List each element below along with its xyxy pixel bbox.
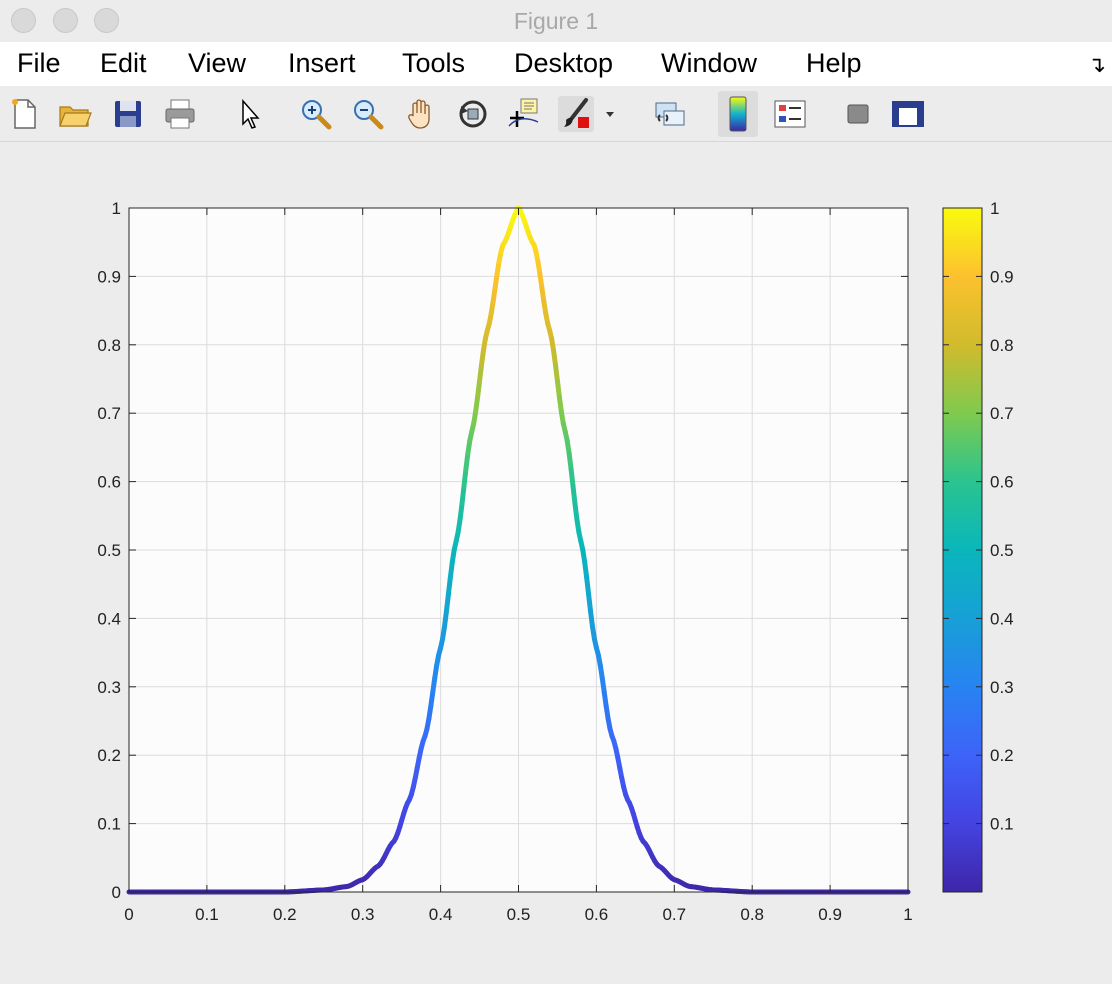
colorbar-tick-label: 0.5 — [990, 541, 1014, 560]
y-tick-label: 0.1 — [97, 815, 121, 834]
insert-legend-icon[interactable] — [772, 96, 808, 132]
figure-toolbar — [0, 86, 1112, 142]
x-tick-label: 0.1 — [195, 905, 219, 924]
menu-view[interactable]: View — [188, 48, 246, 79]
x-tick-label: 0.4 — [429, 905, 453, 924]
curve-segment — [446, 594, 448, 611]
show-plot-tools-icon[interactable] — [890, 96, 926, 132]
x-tick-label: 0.5 — [507, 905, 531, 924]
colorbar-tick-label: 0.3 — [990, 678, 1014, 697]
colorbar-tick-label: 0.6 — [990, 473, 1014, 492]
brush-icon[interactable] — [558, 96, 594, 132]
colorbar-tick-label: 0.1 — [990, 815, 1014, 834]
x-tick-label: 0 — [124, 905, 133, 924]
zoom-in-icon[interactable] — [298, 96, 334, 132]
curve-segment — [573, 486, 575, 503]
rotate-3d-icon[interactable] — [455, 96, 491, 132]
y-tick-label: 0 — [112, 883, 121, 902]
y-tick-label: 0.7 — [97, 404, 121, 423]
x-tick-label: 0.7 — [662, 905, 686, 924]
curve-segment — [587, 578, 589, 595]
insert-colorbar-icon[interactable] — [718, 91, 758, 137]
edit-plot-arrow-icon[interactable] — [232, 96, 268, 132]
menu-bar: File Edit View Insert Tools Desktop Wind… — [0, 42, 1112, 86]
y-tick-label: 0.3 — [97, 678, 121, 697]
y-tick-label: 0.5 — [97, 541, 121, 560]
pan-hand-icon[interactable] — [403, 96, 439, 132]
window-titlebar: Figure 1 — [0, 0, 1112, 42]
brush-dropdown-icon[interactable] — [600, 96, 620, 132]
new-figure-icon[interactable] — [6, 96, 42, 132]
x-tick-label: 0.2 — [273, 905, 297, 924]
y-tick-label: 0.8 — [97, 336, 121, 355]
y-tick-label: 1 — [112, 199, 121, 218]
curve-segment — [571, 469, 573, 486]
curve-segment — [462, 486, 464, 503]
menu-overflow-icon[interactable]: ↴ — [1088, 52, 1106, 78]
window-title: Figure 1 — [0, 8, 1112, 35]
curve-segment — [448, 578, 450, 595]
colorbar-tick-label: 0.7 — [990, 404, 1014, 423]
colorbar-tick-label: 0.8 — [990, 336, 1014, 355]
colorbar-tick-label: 0.4 — [990, 609, 1014, 628]
menu-file[interactable]: File — [17, 48, 61, 79]
menu-window[interactable]: Window — [661, 48, 757, 79]
menu-help[interactable]: Help — [806, 48, 862, 79]
x-tick-label: 0.8 — [740, 905, 764, 924]
menu-tools[interactable]: Tools — [402, 48, 465, 79]
y-tick-label: 0.4 — [97, 609, 121, 628]
link-plot-icon[interactable] — [652, 96, 688, 132]
colorbar-tick-label: 1 — [990, 199, 999, 218]
save-figure-icon[interactable] — [110, 96, 146, 132]
colorbar-tick-label: 0.2 — [990, 746, 1014, 765]
open-file-icon[interactable] — [57, 96, 93, 132]
menu-edit[interactable]: Edit — [100, 48, 147, 79]
x-tick-label: 1 — [903, 905, 912, 924]
data-cursor-icon[interactable] — [506, 96, 542, 132]
figure-canvas: 0 0.1 0.2 0.3 0.4 0.5 0.6 0.7 0.8 0.9 1 0 0.1 0.2 0.3… — [0, 142, 1112, 984]
hide-plot-tools-icon[interactable] — [840, 96, 876, 132]
menu-insert[interactable]: Insert — [288, 48, 356, 79]
curve-segment — [464, 469, 466, 486]
x-tick-label: 0.9 — [818, 905, 842, 924]
y-tick-label: 0.2 — [97, 746, 121, 765]
y-tick-label: 0.6 — [97, 473, 121, 492]
colorbar-tick-label: 0.9 — [990, 267, 1014, 286]
print-figure-icon[interactable] — [162, 96, 198, 132]
plot-figure: 0 0.1 0.2 0.3 0.4 0.5 0.6 0.7 0.8 0.9 1 0 0.1 0.2 0.3… — [0, 142, 1112, 984]
y-tick-label: 0.9 — [97, 267, 121, 286]
menu-desktop[interactable]: Desktop — [514, 48, 613, 79]
zoom-out-icon[interactable] — [350, 96, 386, 132]
curve-segment — [589, 594, 591, 611]
x-tick-label: 0.6 — [585, 905, 609, 924]
x-tick-label: 0.3 — [351, 905, 375, 924]
